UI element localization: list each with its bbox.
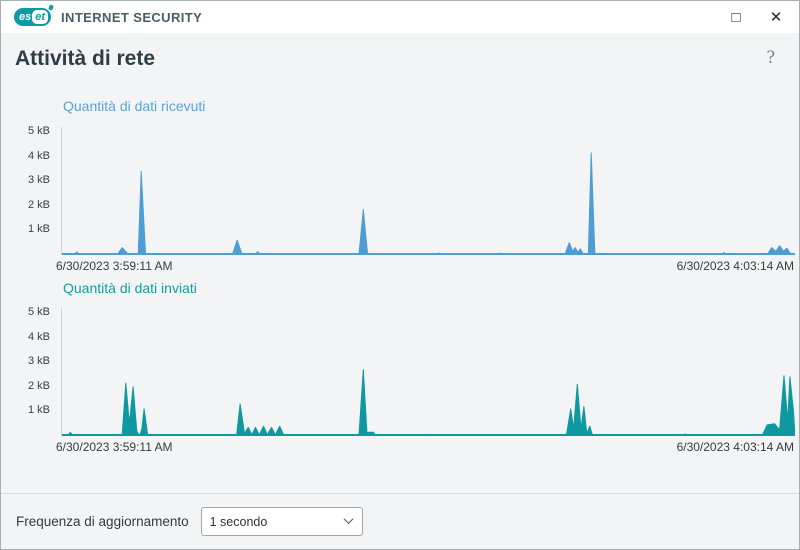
logo-es-text: es (19, 11, 32, 23)
sent-x-axis: 6/30/2023 3:59:11 AM 6/30/2023 4:03:14 A… (56, 440, 794, 454)
y-tick-label: 3 kB (27, 174, 50, 187)
received-chart-plot (61, 127, 795, 255)
y-tick-label: 5 kB (27, 124, 50, 137)
y-tick-label: 4 kB (27, 330, 50, 343)
received-x-axis: 6/30/2023 3:59:11 AM 6/30/2023 4:03:14 A… (56, 259, 794, 273)
sent-x-end-label: 6/30/2023 4:03:14 AM (676, 440, 794, 454)
received-x-end-label: 6/30/2023 4:03:14 AM (676, 259, 794, 273)
refresh-rate-dropdown[interactable]: 1 secondo (200, 507, 363, 536)
help-icon[interactable]: ? (766, 47, 775, 68)
refresh-rate-value: 1 secondo (209, 514, 268, 529)
window-controls: □ ✕ (723, 1, 789, 33)
y-tick-label: 1 kB (27, 404, 50, 417)
logo-et-text: et (32, 10, 49, 24)
title-bar: es et INTERNET SECURITY □ ✕ (1, 1, 799, 33)
y-tick-label: 3 kB (27, 355, 50, 368)
y-tick-label: 2 kB (27, 198, 50, 211)
close-icon[interactable]: ✕ (769, 9, 783, 26)
maximize-icon[interactable]: □ (731, 8, 741, 26)
product-name: INTERNET SECURITY (61, 9, 203, 25)
received-x-start-label: 6/30/2023 3:59:11 AM (56, 259, 173, 273)
sent-y-axis: 1 kB 2 kB 3 kB 4 kB 5 kB (1, 305, 57, 436)
eset-logo-icon: es et (14, 4, 54, 26)
y-tick-label: 1 kB (27, 223, 50, 236)
page-title: Attività di rete (15, 47, 156, 70)
logo-trademark-icon (48, 4, 54, 11)
sent-chart-plot (61, 308, 795, 436)
footer-bar: Frequenza di aggiornamento 1 secondo (1, 493, 799, 549)
y-tick-label: 2 kB (27, 379, 50, 392)
y-tick-label: 5 kB (27, 305, 50, 318)
chevron-down-icon (343, 513, 354, 524)
y-tick-label: 4 kB (27, 149, 50, 162)
sent-chart-title: Quantità di dati inviati (63, 280, 197, 296)
received-y-axis: 1 kB 2 kB 3 kB 4 kB 5 kB (1, 124, 57, 255)
received-chart-title: Quantità di dati ricevuti (63, 98, 206, 114)
refresh-rate-label: Frequenza di aggiornamento (16, 514, 189, 529)
sent-x-start-label: 6/30/2023 3:59:11 AM (56, 440, 173, 454)
